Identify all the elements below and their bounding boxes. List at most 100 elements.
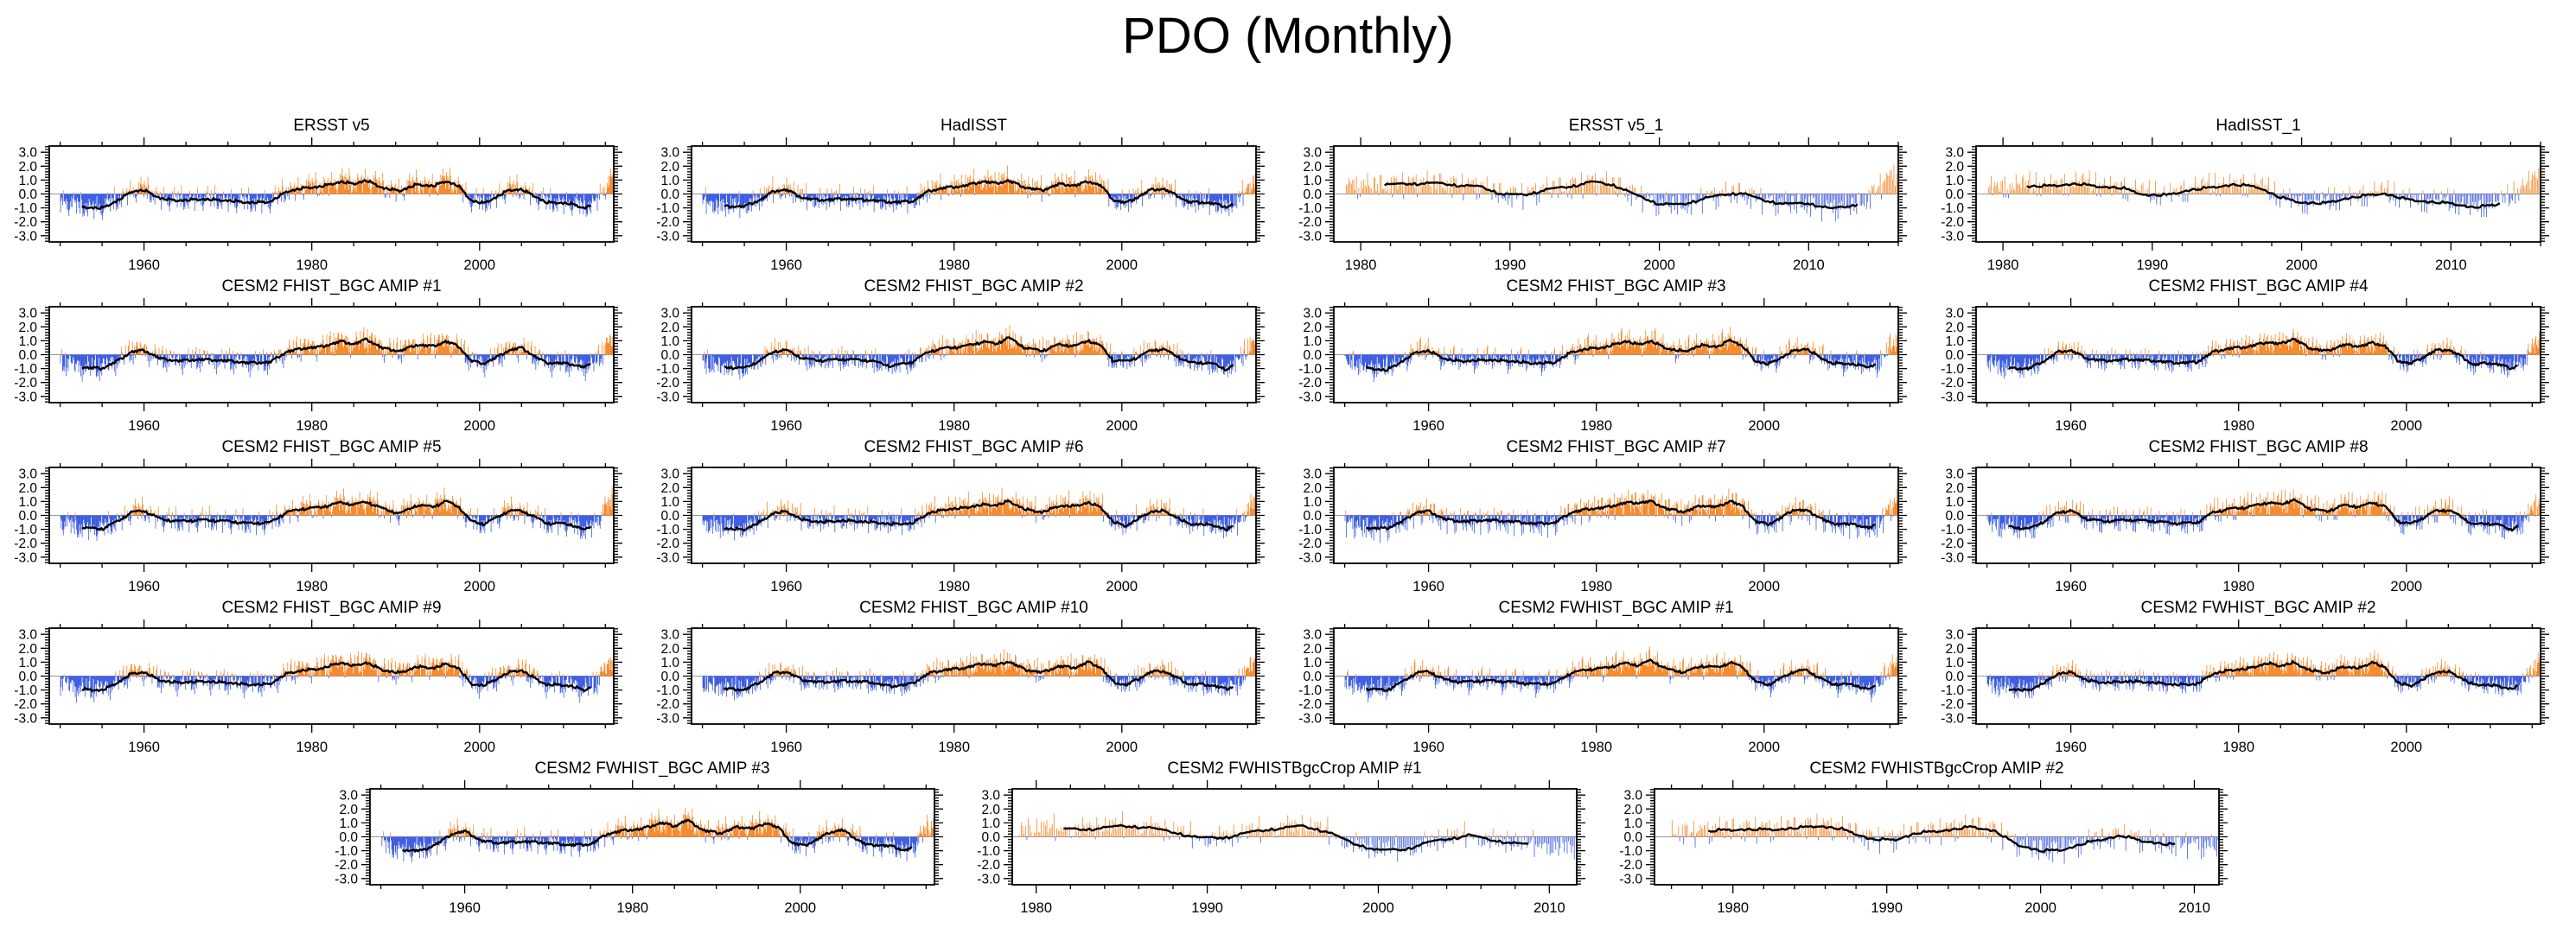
y-tick-label: 3.0 bbox=[981, 789, 1000, 804]
x-tick-label: 1980 bbox=[1020, 900, 1052, 916]
y-tick-label: -2.0 bbox=[1941, 697, 1964, 712]
x-tick-label: 1980 bbox=[296, 579, 328, 594]
panel: CESM2 FHIST_BGC AMIP #73.02.01.00.0-1.0-… bbox=[1298, 438, 1907, 594]
axis-ticks bbox=[41, 619, 622, 733]
x-tick-label: 1980 bbox=[938, 257, 970, 273]
smoothed-line bbox=[724, 499, 1234, 532]
smoothed-line bbox=[81, 661, 591, 693]
panel-title: CESM2 FWHISTBgcCrop AMIP #1 bbox=[1167, 759, 1421, 778]
panel-title: CESM2 FWHIST_BGC AMIP #2 bbox=[2140, 599, 2375, 617]
y-tick-label: -3.0 bbox=[1298, 390, 1322, 404]
bars-negative bbox=[702, 194, 1244, 219]
smoothed-line bbox=[723, 660, 1234, 692]
y-tick-label: -3.0 bbox=[14, 229, 37, 244]
y-tick-label: 3.0 bbox=[660, 307, 679, 321]
x-tick-label: 1980 bbox=[296, 418, 328, 434]
y-tick-label: 3.0 bbox=[18, 307, 37, 321]
y-tick-label: -1.0 bbox=[656, 201, 679, 216]
y-tick-label: 2.0 bbox=[1303, 321, 1322, 335]
y-tick-label: -2.0 bbox=[1941, 215, 1964, 230]
x-tick-label: 1990 bbox=[1191, 900, 1223, 916]
y-tick-label: -1.0 bbox=[1941, 683, 1964, 698]
panel: CESM2 FHIST_BGC AMIP #83.02.01.00.0-1.0-… bbox=[1941, 438, 2549, 594]
y-tick-label: 0.0 bbox=[18, 348, 37, 363]
y-tick-label: 3.0 bbox=[18, 467, 37, 482]
bars-negative bbox=[1992, 194, 2520, 218]
x-tick-label: 1960 bbox=[770, 257, 802, 273]
x-tick-label: 1980 bbox=[296, 257, 328, 273]
x-tick-label: 1980 bbox=[616, 900, 648, 916]
panel-title: CESM2 FHIST_BGC AMIP #7 bbox=[1506, 438, 1725, 456]
bars-negative bbox=[702, 354, 1248, 380]
x-tick-label: 1960 bbox=[770, 418, 802, 434]
smoothed-line bbox=[1063, 823, 1529, 852]
x-tick-label: 1960 bbox=[449, 900, 481, 916]
bars-negative bbox=[381, 836, 928, 863]
y-tick-label: -1.0 bbox=[14, 362, 37, 377]
y-tick-label: -3.0 bbox=[1298, 550, 1322, 565]
y-tick-label: 2.0 bbox=[981, 803, 1000, 817]
smoothed-line bbox=[1707, 824, 2176, 853]
y-tick-label: -3.0 bbox=[1298, 229, 1322, 244]
y-tick-label: -1.0 bbox=[1941, 362, 1964, 377]
axis-ticks bbox=[1967, 619, 2549, 733]
panel-title: CESM2 FWHIST_BGC AMIP #1 bbox=[1498, 599, 1733, 617]
y-tick-label: 0.0 bbox=[660, 670, 679, 684]
panel: CESM2 FWHIST_BGC AMIP #3 3.02.01.00.0-1.0… bbox=[335, 759, 943, 916]
y-tick-label: 2.0 bbox=[18, 642, 37, 657]
y-tick-label: 2.0 bbox=[1623, 803, 1642, 817]
x-tick-label: 1980 bbox=[2222, 740, 2254, 755]
bars-negative bbox=[1344, 515, 1893, 543]
y-tick-label: 3.0 bbox=[1945, 628, 1964, 643]
y-tick-label: 1.0 bbox=[1623, 816, 1642, 831]
axis-ticks bbox=[1325, 459, 1907, 572]
y-tick-label: 1.0 bbox=[1303, 656, 1322, 670]
axis-ticks bbox=[683, 459, 1265, 572]
smoothed-line bbox=[81, 337, 591, 371]
y-tick-label: 3.0 bbox=[1303, 628, 1322, 643]
bars-positive bbox=[1019, 810, 1562, 837]
axis-ticks bbox=[1325, 298, 1907, 411]
y-tick-label: -2.0 bbox=[1941, 376, 1964, 391]
y-tick-label: 0.0 bbox=[660, 509, 679, 524]
y-tick-label: -1.0 bbox=[14, 201, 37, 216]
y-tick-label: -3.0 bbox=[656, 229, 679, 244]
y-tick-label: -2.0 bbox=[1619, 858, 1642, 873]
y-tick-label: 1.0 bbox=[660, 495, 679, 510]
y-tick-label: 3.0 bbox=[1945, 146, 1964, 161]
y-tick-label: 1.0 bbox=[1945, 334, 1964, 349]
y-tick-label: -3.0 bbox=[14, 711, 37, 726]
y-tick-label: -1.0 bbox=[1941, 201, 1964, 216]
y-tick-label: -2.0 bbox=[335, 858, 358, 873]
panel-title: CESM2 FWHIST_BGC AMIP #3 bbox=[534, 759, 769, 778]
panel: CESM2 FHIST_BGC AMIP #10 3.02.01.00.0-1.0… bbox=[656, 599, 1265, 755]
x-tick-label: 2000 bbox=[463, 740, 495, 755]
y-tick-label: 1.0 bbox=[1303, 495, 1322, 510]
y-tick-label: 0.0 bbox=[1945, 187, 1964, 202]
y-tick-label: 2.0 bbox=[660, 642, 679, 657]
y-tick-label: -2.0 bbox=[1298, 537, 1322, 551]
axis-ticks bbox=[1967, 298, 2549, 411]
y-tick-label: 0.0 bbox=[1945, 509, 1964, 524]
y-tick-label: -2.0 bbox=[14, 376, 37, 391]
axis-ticks bbox=[41, 298, 622, 411]
y-tick-label: 0.0 bbox=[1623, 830, 1642, 845]
smoothed-line bbox=[2026, 181, 2501, 209]
y-tick-label: 0.0 bbox=[660, 187, 679, 202]
y-tick-label: 2.0 bbox=[1303, 481, 1322, 496]
y-tick-label: 0.0 bbox=[339, 830, 358, 845]
y-tick-label: 2.0 bbox=[1945, 642, 1964, 657]
panel: CESM2 FHIST_BGC AMIP #93.02.01.00.0-1.0-… bbox=[14, 599, 622, 755]
panel-title: CESM2 FHIST_BGC AMIP #6 bbox=[864, 438, 1083, 456]
y-tick-label: -3.0 bbox=[656, 390, 679, 404]
x-tick-label: 1980 bbox=[2222, 418, 2254, 434]
x-tick-label: 1960 bbox=[1412, 740, 1444, 755]
x-tick-label: 1990 bbox=[1494, 257, 1526, 273]
y-tick-label: -1.0 bbox=[335, 844, 358, 859]
y-tick-label: -1.0 bbox=[1941, 523, 1964, 537]
y-tick-label: -2.0 bbox=[656, 537, 679, 551]
smoothed-line bbox=[401, 818, 913, 853]
x-tick-label: 2000 bbox=[463, 257, 495, 273]
x-tick-label: 2000 bbox=[1362, 900, 1394, 916]
x-tick-label: 2000 bbox=[2390, 418, 2422, 434]
